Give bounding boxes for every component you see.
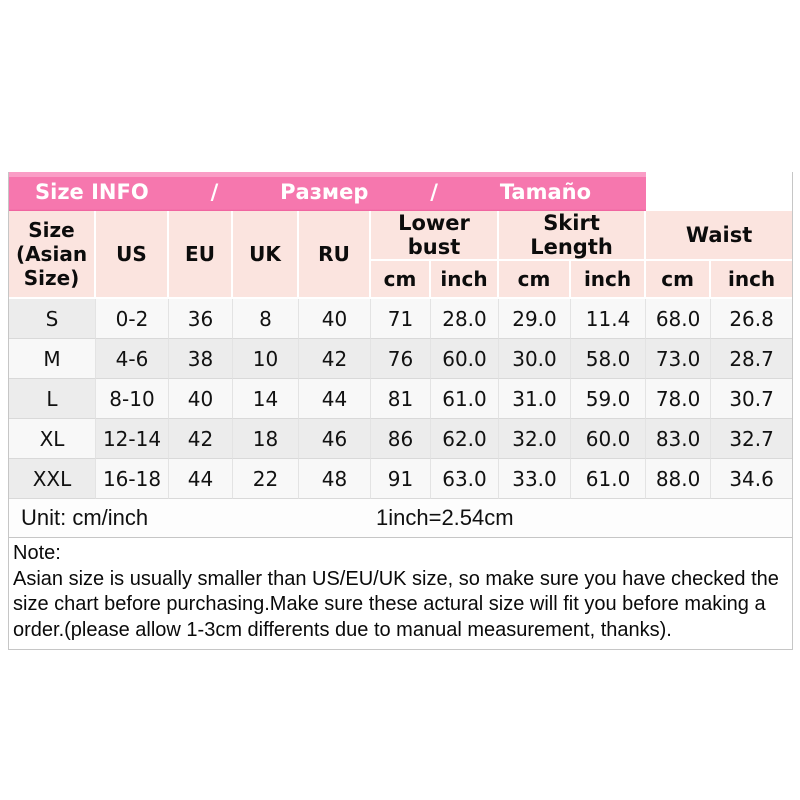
cell-lower-bust-cm: 81 [371, 379, 431, 419]
cell-waist-cm: 78.0 [646, 379, 712, 419]
subheader-lower-bust-inch: inch [431, 261, 499, 299]
cell-uk: 10 [233, 339, 299, 379]
banner: Size INFO / Размер / Tamaño [9, 172, 647, 211]
subheader-skirt-cm: cm [499, 261, 571, 299]
cell-skirt-cm: 31.0 [499, 379, 571, 419]
subheader-skirt-inch: inch [571, 261, 647, 299]
cell-us: 4-6 [96, 339, 169, 379]
cell-skirt-inch: 60.0 [571, 419, 647, 459]
group-header-lower-bust: Lower bust [371, 211, 499, 261]
cell-size: L [9, 379, 96, 419]
column-header-ru: RU [299, 211, 371, 299]
cell-waist-cm: 73.0 [646, 339, 712, 379]
note-section: Note: Asian size is usually smaller than… [9, 538, 792, 649]
table-row: L 8-10 40 14 44 81 61.0 31.0 59.0 78.0 3… [9, 379, 793, 419]
cell-lower-bust-inch: 28.0 [431, 299, 499, 339]
cell-skirt-inch: 11.4 [571, 299, 647, 339]
cell-lower-bust-cm: 91 [371, 459, 431, 499]
cell-eu: 42 [169, 419, 233, 459]
banner-title-ru: Размер [280, 179, 369, 204]
column-header-size: Size (Asian Size) [9, 211, 96, 299]
cell-lower-bust-cm: 76 [371, 339, 431, 379]
cell-us: 8-10 [96, 379, 169, 419]
table-row: S 0-2 36 8 40 71 28.0 29.0 11.4 68.0 26.… [9, 299, 793, 339]
cell-waist-inch: 30.7 [711, 379, 793, 419]
cell-waist-cm: 83.0 [646, 419, 712, 459]
cell-waist-inch: 32.7 [711, 419, 793, 459]
column-header-uk: UK [233, 211, 299, 299]
cell-ru: 44 [299, 379, 371, 419]
unit-row: Unit: cm/inch 1inch=2.54cm [9, 499, 793, 538]
banner-separator: / [210, 179, 219, 204]
cell-ru: 42 [299, 339, 371, 379]
cell-waist-inch: 26.8 [711, 299, 793, 339]
cell-skirt-cm: 29.0 [499, 299, 571, 339]
cell-lower-bust-inch: 63.0 [431, 459, 499, 499]
cell-uk: 14 [233, 379, 299, 419]
cell-eu: 44 [169, 459, 233, 499]
conversion-label: 1inch=2.54cm [376, 505, 514, 530]
header-row-units: cm inch cm inch cm inch [9, 261, 793, 299]
cell-us: 12-14 [96, 419, 169, 459]
group-header-waist: Waist [646, 211, 793, 261]
banner-empty-space [646, 172, 793, 211]
subheader-waist-cm: cm [646, 261, 712, 299]
cell-size: M [9, 339, 96, 379]
cell-skirt-inch: 59.0 [571, 379, 647, 419]
cell-size: XL [9, 419, 96, 459]
table-row: XXL 16-18 44 22 48 91 63.0 33.0 61.0 88.… [9, 459, 793, 499]
unit-info: Unit: cm/inch 1inch=2.54cm [9, 499, 793, 538]
cell-us: 16-18 [96, 459, 169, 499]
cell-skirt-inch: 58.0 [571, 339, 647, 379]
cell-lower-bust-inch: 61.0 [431, 379, 499, 419]
cell-lower-bust-cm: 86 [371, 419, 431, 459]
cell-skirt-cm: 32.0 [499, 419, 571, 459]
cell-ru: 40 [299, 299, 371, 339]
note-title: Note: [13, 542, 61, 564]
banner-row: Size INFO / Размер / Tamaño [9, 172, 793, 211]
cell-lower-bust-cm: 71 [371, 299, 431, 339]
cell-waist-cm: 88.0 [646, 459, 712, 499]
column-header-us: US [96, 211, 169, 299]
cell-uk: 8 [233, 299, 299, 339]
cell-skirt-cm: 33.0 [499, 459, 571, 499]
cell-ru: 46 [299, 419, 371, 459]
banner-title-es: Tamaño [499, 179, 592, 204]
header-row-groups: Size (Asian Size) US EU UK RU Lower bust… [9, 211, 793, 299]
size-chart-table: Size INFO / Размер / Tamaño Size (Asian … [9, 172, 793, 538]
cell-lower-bust-inch: 60.0 [431, 339, 499, 379]
subheader-lower-bust-cm: cm [371, 261, 431, 299]
table-row: M 4-6 38 10 42 76 60.0 30.0 58.0 73.0 28… [9, 339, 793, 379]
banner-title-en: Size INFO [35, 179, 149, 204]
cell-waist-cm: 68.0 [646, 299, 712, 339]
cell-uk: 22 [233, 459, 299, 499]
cell-eu: 40 [169, 379, 233, 419]
cell-waist-inch: 34.6 [711, 459, 793, 499]
note-body: Asian size is usually smaller than US/EU… [13, 567, 779, 641]
table-row: XL 12-14 42 18 46 86 62.0 32.0 60.0 83.0… [9, 419, 793, 459]
subheader-waist-inch: inch [711, 261, 793, 299]
column-header-eu: EU [169, 211, 233, 299]
cell-skirt-cm: 30.0 [499, 339, 571, 379]
cell-us: 0-2 [96, 299, 169, 339]
cell-eu: 38 [169, 339, 233, 379]
cell-waist-inch: 28.7 [711, 339, 793, 379]
cell-eu: 36 [169, 299, 233, 339]
unit-label: Unit: cm/inch [21, 505, 149, 530]
group-header-skirt-length: Skirt Length [499, 211, 647, 261]
banner-separator: / [430, 179, 438, 204]
cell-skirt-inch: 61.0 [571, 459, 647, 499]
cell-size: XXL [9, 459, 96, 499]
cell-size: S [9, 299, 96, 339]
cell-lower-bust-inch: 62.0 [431, 419, 499, 459]
size-chart-sheet: Size INFO / Размер / Tamaño Size (Asian … [8, 172, 793, 651]
cell-uk: 18 [233, 419, 299, 459]
cell-ru: 48 [299, 459, 371, 499]
